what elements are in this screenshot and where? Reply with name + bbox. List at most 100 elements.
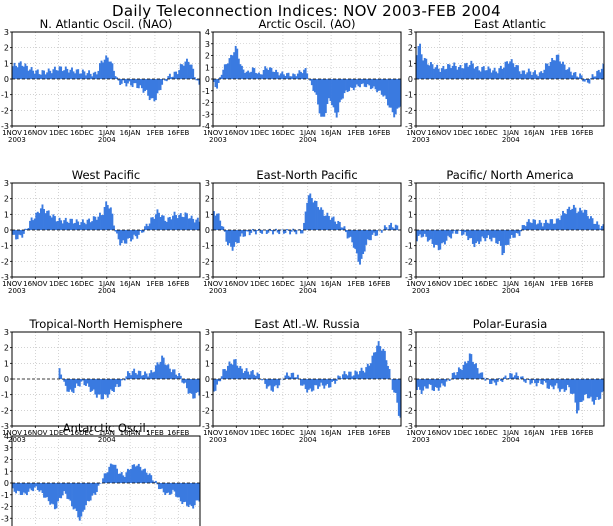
y-tick-label: -2 [202,406,210,415]
y-tick-label: -3 [1,422,9,431]
y-tick-label: 2 [4,195,9,204]
data-bar [355,371,358,379]
data-bar [284,75,287,79]
data-bar [164,79,167,81]
data-bar [540,71,543,79]
data-bar [493,230,496,238]
data-bar [214,215,217,230]
data-bar [102,379,105,400]
data-bar [148,373,151,379]
data-bar [251,67,254,79]
data-bar [193,77,196,79]
x-tick-label: 16JAN [321,280,342,288]
data-bar [459,230,462,231]
data-bar [387,365,389,379]
data-bar [290,372,293,379]
data-bar [391,227,394,230]
data-bar [95,483,98,492]
data-bar [503,377,505,379]
data-bar [18,62,21,79]
x-tick-label: 16DEC [70,280,94,288]
data-bar [343,371,346,379]
data-bar [267,69,270,79]
data-bar [173,71,176,79]
data-bar [276,379,279,389]
data-bar [222,226,225,230]
data-bar [426,64,429,79]
data-bar [473,364,476,379]
data-bar [396,225,399,230]
data-bar [379,79,382,91]
x-tick-label: 16JAN [524,129,545,137]
data-bar [231,230,234,251]
data-bar [67,72,70,79]
data-bar [136,465,139,483]
data-bar [71,483,73,507]
data-bar [496,73,499,79]
data-bar [499,230,502,246]
data-bar [120,230,123,244]
data-bar [348,371,351,379]
data-bar [53,216,56,230]
data-bar [351,79,354,88]
data-bar [540,222,543,230]
data-bar [223,230,226,232]
data-bar [475,67,477,79]
data-bar [481,67,484,79]
data-bar [359,230,361,265]
data-bar [57,220,59,230]
data-bar [565,69,568,79]
data-bar [535,379,538,387]
data-bar [493,67,496,79]
x-tick-label: 1JAN [300,429,316,437]
data-bar [167,76,170,79]
data-bar [419,43,422,79]
data-bar [352,375,355,379]
x-tick-label: 1JAN [503,280,519,288]
y-tick-label: 0 [4,75,9,84]
data-bar [596,221,599,230]
data-bar [507,230,510,245]
data-bar [428,379,431,385]
data-bar [83,71,86,79]
data-bar [354,79,357,88]
data-bar [196,217,199,230]
data-bar [359,371,361,379]
data-bar [349,371,352,379]
y-tick-label: -1 [1,391,9,400]
data-bar [270,379,273,391]
data-bar [237,367,240,379]
data-bar [234,45,237,79]
data-bar [182,217,185,230]
x-year-label-jan: 2004 [502,436,520,444]
x-tick-label: 1JAN [300,280,316,288]
data-bar [454,375,457,379]
data-bar [543,69,546,79]
data-bar [72,483,75,510]
x-tick-label: 1JAN [503,129,519,137]
data-bar [239,230,242,237]
data-bar [323,79,326,117]
data-bar [593,379,596,405]
data-bar [165,79,168,82]
data-bar [58,368,61,379]
data-bar [94,71,97,79]
panel-title: Antarctic Oscil. [63,421,150,435]
data-bar [515,65,518,79]
data-bar [74,483,77,509]
data-bar [600,379,603,393]
data-bar [544,379,547,383]
data-bar [523,379,526,382]
data-bar [272,379,274,392]
data-bar [186,483,188,506]
data-bar [373,230,375,233]
data-bar [33,483,36,488]
data-bar [178,483,181,498]
y-tick-label: -3 [1,514,9,523]
y-tick-label: -2 [1,503,9,512]
data-bar [130,468,132,483]
y-tick-label: -1 [202,242,210,251]
data-bar [307,195,310,230]
data-bar [29,220,31,230]
